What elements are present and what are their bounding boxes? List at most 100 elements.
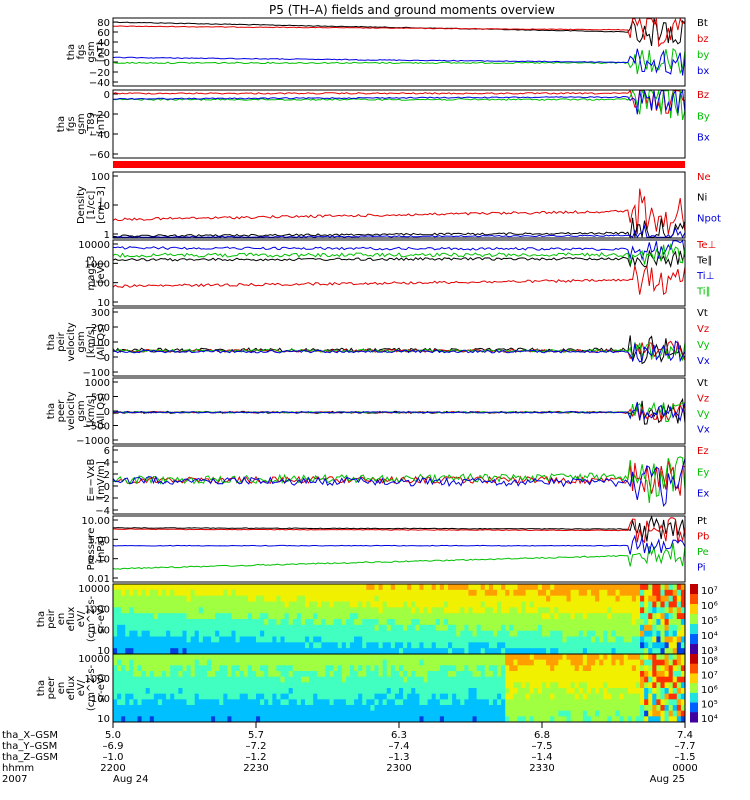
- spec-cell-spec_peer: [578, 665, 584, 672]
- spec-cell-spec_peir: [570, 613, 576, 620]
- spec-cell-spec_peir: [284, 636, 290, 643]
- spec-cell-spec_peer: [190, 671, 196, 678]
- spec-cell-spec_peir: [586, 630, 592, 637]
- spec-cell-spec_peer: [664, 665, 670, 672]
- spec-cell-spec_peer: [497, 659, 502, 666]
- spec-cell-spec_peir: [435, 607, 441, 614]
- spec-cell-spec_peir: [345, 648, 351, 655]
- spec-cell-spec_peer: [537, 659, 543, 666]
- spec-cell-spec_peir: [595, 636, 600, 643]
- spec-cell-spec_peir: [170, 584, 175, 591]
- spec-cell-spec_peir: [215, 613, 220, 620]
- spec-cell-spec_peer: [611, 699, 617, 706]
- spec-cell-spec_peer: [558, 699, 563, 706]
- spec-cell-spec_peer: [439, 659, 445, 666]
- ylabel-spec_peer-2: en: [56, 682, 67, 695]
- spec-cell-spec_peir: [121, 630, 126, 637]
- spec-cell-spec_peer: [443, 716, 449, 723]
- spec-cell-spec_peer: [464, 705, 469, 712]
- spec-cell-spec_peer: [137, 654, 143, 661]
- spec-cell-spec_peer: [415, 682, 420, 689]
- spec-cell-spec_peer: [533, 659, 539, 666]
- spec-cell-spec_peer: [194, 716, 200, 723]
- spec-cell-spec_peer: [121, 710, 126, 717]
- spec-cell-spec_peer: [276, 705, 282, 712]
- spec-cell-spec_peir: [505, 607, 510, 614]
- spec-cell-spec_peer: [178, 659, 183, 666]
- spec-cell-spec_peer: [513, 676, 518, 683]
- spec-cell-spec_peer: [635, 716, 641, 723]
- spec-cell-spec_peir: [272, 636, 277, 643]
- spec-cell-spec_peir: [521, 595, 527, 602]
- spec-cell-spec_peir: [676, 630, 682, 637]
- spec-cell-spec_peer: [615, 682, 621, 689]
- spec-cell-spec_peir: [157, 595, 163, 602]
- spec-cell-spec_peir: [411, 613, 416, 620]
- spec-cell-spec_peir: [186, 601, 192, 608]
- ytick-efield-1: 4: [104, 458, 110, 469]
- spec-cell-spec_peer: [656, 705, 661, 712]
- spec-cell-spec_peer: [390, 665, 396, 672]
- spec-cell-spec_peer: [505, 671, 510, 678]
- spec-cell-spec_peir: [570, 648, 576, 655]
- spec-cell-spec_peer: [341, 688, 347, 695]
- spec-cell-spec_peer: [676, 699, 682, 706]
- spec-cell-spec_peer: [374, 705, 380, 712]
- spec-cell-spec_peir: [607, 584, 612, 591]
- spec-cell-spec_peir: [394, 619, 400, 626]
- spec-cell-spec_peer: [509, 693, 514, 700]
- spec-cell-spec_peer: [439, 682, 445, 689]
- spec-cell-spec_peir: [345, 589, 351, 597]
- spec-cell-spec_peer: [423, 710, 429, 717]
- spec-cell-spec_peer: [509, 659, 514, 666]
- spec-cell-spec_peir: [243, 589, 249, 597]
- ylabel-spec_peer-4: eV/: [76, 679, 87, 696]
- spec-cell-spec_peer: [427, 671, 433, 678]
- ylabel-temp-0: mag13: [86, 256, 97, 291]
- spec-cell-spec_peir: [153, 595, 159, 602]
- spec-cell-spec_peer: [648, 710, 653, 717]
- spec-cell-spec_peer: [386, 716, 392, 723]
- spec-cell-spec_peir: [337, 648, 343, 655]
- spec-cell-spec_peer: [676, 716, 682, 723]
- spec-cell-spec_peer: [595, 716, 600, 723]
- spec-cell-spec_peer: [121, 705, 126, 712]
- ylabel-spec_peer-3: eflux: [66, 676, 77, 701]
- spec-cell-spec_peer: [578, 705, 584, 712]
- spec-cell-spec_peir: [268, 619, 273, 626]
- spec-cell-spec_peir: [333, 613, 339, 620]
- spec-cell-spec_peir: [141, 589, 147, 597]
- spec-cell-spec_peir: [623, 648, 629, 655]
- spec-cell-spec_peir: [411, 589, 416, 597]
- spec-cell-spec_peir: [378, 648, 384, 655]
- spec-cell-spec_peer: [623, 688, 629, 695]
- spec-cell-spec_peir: [251, 584, 257, 591]
- spec-cell-spec_peir: [672, 613, 678, 620]
- spec-cell-spec_peer: [558, 710, 563, 717]
- spec-cell-spec_peer: [619, 676, 625, 683]
- spec-cell-spec_peir: [517, 613, 523, 620]
- spec-cell-spec_peir: [439, 613, 445, 620]
- spec-cell-spec_peer: [358, 705, 363, 712]
- spec-cell-spec_peir: [550, 630, 555, 637]
- spec-cell-spec_peer: [313, 699, 318, 706]
- spec-cell-spec_peer: [603, 659, 608, 666]
- spec-cell-spec_peir: [484, 630, 490, 637]
- spec-cell-spec_peir: [149, 589, 155, 597]
- spec-cell-spec_peer: [452, 659, 457, 666]
- spec-cell-spec_peer: [296, 710, 302, 717]
- spec-cell-spec_peer: [121, 659, 126, 666]
- spec-cell-spec_peer: [419, 710, 425, 717]
- spec-cell-spec_peir: [419, 648, 425, 655]
- spec-cell-spec_peer: [660, 659, 666, 666]
- spec-cell-spec_peer: [113, 688, 118, 695]
- spec-cell-spec_peir: [202, 595, 208, 602]
- spec-cell-spec_peir: [501, 589, 506, 597]
- spec-cell-spec_peer: [264, 716, 269, 723]
- ytick-fgs-3: 20: [97, 48, 110, 59]
- spec-cell-spec_peer: [386, 654, 392, 661]
- spec-cell-spec_peir: [235, 648, 241, 655]
- spec-cell-spec_peir: [394, 648, 400, 655]
- spec-cell-spec_peer: [354, 671, 359, 678]
- spec-cell-spec_peer: [149, 688, 155, 695]
